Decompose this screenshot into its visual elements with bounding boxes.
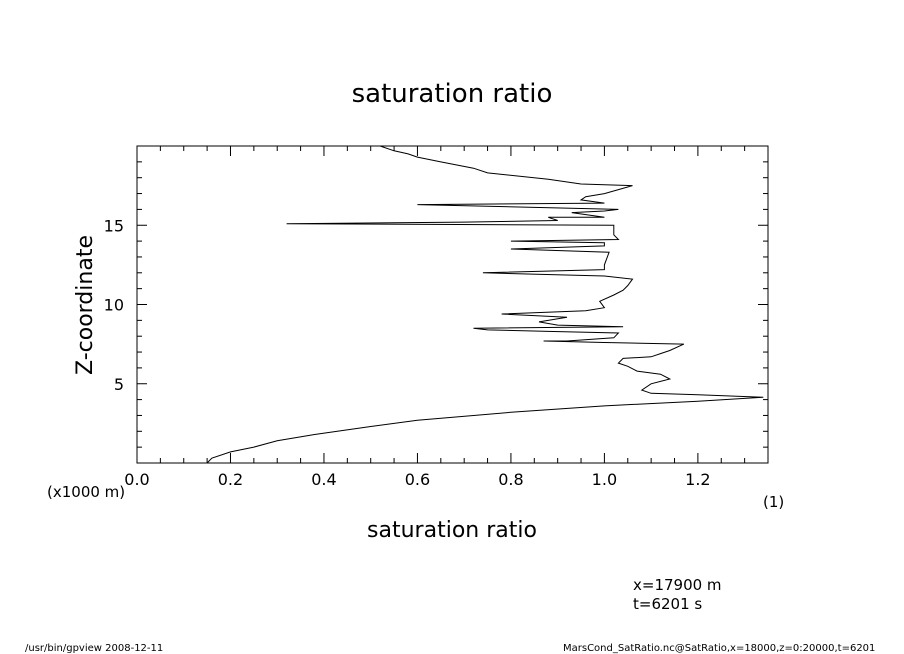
x-tick-label: 0.8: [498, 470, 523, 489]
y-axis-label: Z-coordinate: [73, 235, 98, 375]
y-unit-label: (x1000 m): [47, 483, 125, 501]
series-line: [206, 145, 764, 464]
x-tick-label: 0.4: [311, 470, 336, 489]
source-info: MarsCond_SatRatio.nc@SatRatio,x=18000,z=…: [563, 643, 875, 654]
axis-ticks: [136, 145, 769, 464]
y-tick-label: 5: [114, 375, 124, 394]
x-tick-label: 0.2: [218, 470, 243, 489]
x-tick-label: 1.0: [592, 470, 617, 489]
x-axis-label: saturation ratio: [367, 518, 537, 543]
program-info: /usr/bin/gpview 2008-12-11: [25, 643, 163, 654]
position-info-x: x=17900 m: [633, 576, 722, 594]
y-tick-label: 10: [104, 296, 124, 315]
y-tick-label: 15: [104, 216, 124, 235]
chart-title: saturation ratio: [352, 79, 553, 109]
x-tick-labels: 0.0 0.2 0.4 0.6 0.8 1.0 1.2: [124, 470, 710, 489]
plot-area: [136, 145, 769, 464]
y-tick-labels: 5 10 15: [104, 216, 124, 394]
position-info-t: t=6201 s: [633, 595, 702, 613]
x-tick-label: 0.6: [405, 470, 430, 489]
x-unit-label: (1): [763, 493, 784, 511]
x-tick-label: 0.0: [124, 470, 149, 489]
plot-frame: [136, 145, 769, 464]
x-tick-label: 1.2: [685, 470, 710, 489]
